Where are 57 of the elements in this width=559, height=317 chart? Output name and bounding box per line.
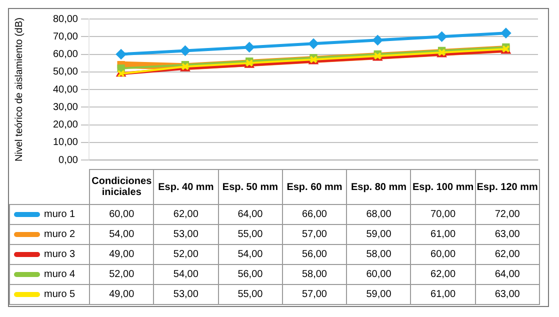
data-label: 54,00 [154,264,218,284]
x-tick-label: Condiciones iniciales [90,170,154,204]
data-label: 66,00 [282,204,347,224]
data-label: 62,00 [410,264,476,284]
legend-label: muro 2 [44,229,76,240]
y-tick-label: 20,00 [52,120,78,130]
y-tick-label: 40,00 [52,84,78,96]
data-label: 64,00 [475,264,540,284]
data-label: 56,00 [282,244,347,264]
x-tick-label: Esp. 80 mm [346,170,411,204]
x-tick-label: Esp. 60 mm [282,170,347,204]
data-label: 61,00 [410,284,476,304]
data-label: 62,00 [475,244,540,264]
data-label: 58,00 [346,244,411,264]
x-tick-label: Esp. 120 mm [475,170,540,204]
legend-label: muro 5 [44,289,76,300]
data-label: 68,00 [346,204,411,224]
y-axis-title: Nivel teórico de aislamiento (dB) [14,18,25,162]
data-label: 70,00 [410,204,476,224]
legend-label: muro 4 [44,269,76,280]
data-label: 53,00 [154,284,218,304]
y-tick-label: 60,00 [52,49,78,60]
data-label: 52,00 [90,264,154,284]
x-tick-label: Esp. 40 mm [154,170,218,204]
y-tick-label: 0,00 [58,154,78,166]
data-label: 60,00 [90,204,154,224]
data-label: 59,00 [346,284,411,304]
data-label: 64,00 [218,204,282,224]
legend-label: muro 3 [44,249,76,260]
data-label: 72,00 [475,204,540,224]
data-label: 55,00 [218,224,282,244]
data-label: 57,00 [282,284,347,304]
data-label: 55,00 [218,284,282,304]
data-label: 61,00 [410,224,476,244]
data-label: 62,00 [154,204,218,224]
legend-label: muro 1 [44,209,76,220]
data-label: 49,00 [90,284,154,304]
data-label: 53,00 [154,224,218,244]
x-tick-label: Esp. 50 mm [218,170,282,204]
data-label: 60,00 [410,244,476,264]
data-label: 63,00 [475,224,540,244]
data-label: 58,00 [282,264,347,284]
data-label: 54,00 [218,244,282,264]
x-tick-label: Esp. 100 mm [410,170,476,204]
y-tick-label: 80,00 [52,14,78,25]
data-label: 57,00 [282,224,347,244]
y-tick-label: 30,00 [52,102,78,113]
y-tick-label: 50,00 [52,66,78,78]
data-label: 49,00 [90,244,154,264]
data-label: 63,00 [475,284,540,304]
data-label: 60,00 [346,264,411,284]
data-label: 59,00 [346,224,411,244]
y-tick-label: 10,00 [52,137,78,148]
y-tick-label: 70,00 [52,31,78,42]
data-label: 54,00 [90,224,154,244]
data-label: 56,00 [218,264,282,284]
data-label: 52,00 [154,244,218,264]
